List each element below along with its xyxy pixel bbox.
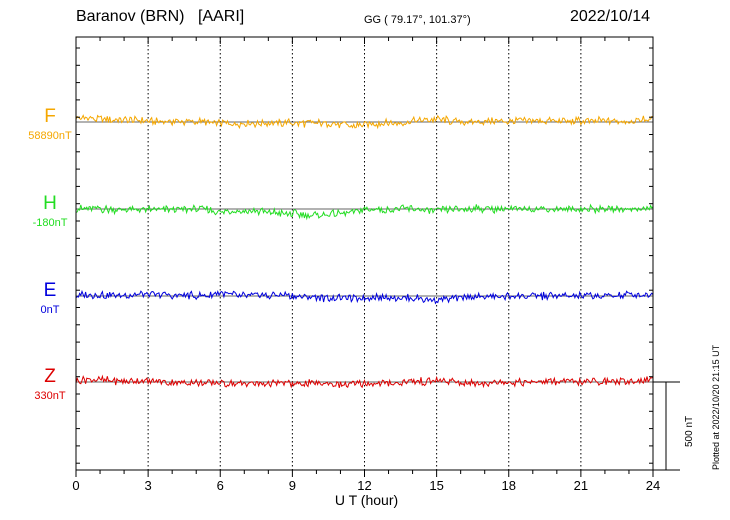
station-name: Baranov (BRN) [76, 8, 185, 25]
series-baseline-e: 0nT [40, 304, 60, 316]
series-label-f: F [44, 106, 56, 127]
geographic-coordinates: GG ( 79.17°, 101.37°) [364, 14, 471, 26]
series-baseline-f: 58890nT [28, 130, 72, 142]
x-tick-label: 6 [217, 478, 224, 493]
series-label-z: Z [44, 366, 56, 387]
x-tick-label: 9 [289, 478, 296, 493]
x-tick-label: 0 [72, 478, 79, 493]
station-code: [AARI] [198, 8, 245, 25]
series-baseline-h: -180nT [32, 217, 68, 229]
scale-bar-label: 500 nT [684, 415, 695, 447]
series-line-f [75, 114, 654, 130]
grid [147, 37, 582, 470]
series-line-h [75, 203, 654, 221]
x-tick-label: 15 [429, 478, 443, 493]
series-label-e: E [43, 280, 57, 301]
x-tick-label: 12 [357, 478, 371, 493]
axes: 0 3 6 9 12 15 18 21 24 U T (hour) [72, 36, 680, 508]
chart-date: 2022/10/14 [570, 8, 651, 25]
series-baseline-z: 330nT [34, 390, 66, 402]
x-tick-label: 24 [646, 478, 660, 493]
x-axis-label: U T (hour) [335, 492, 398, 508]
series-lines [75, 114, 654, 389]
series-line-e [75, 289, 654, 305]
x-tick-label: 21 [574, 478, 588, 493]
series-label-h: H [43, 193, 57, 214]
x-tick-label: 18 [502, 478, 516, 493]
x-tick-label: 3 [145, 478, 152, 493]
plotted-timestamp: Plotted at 2022/10/20 21:15 UT [711, 344, 721, 470]
series-line-z [75, 374, 654, 389]
